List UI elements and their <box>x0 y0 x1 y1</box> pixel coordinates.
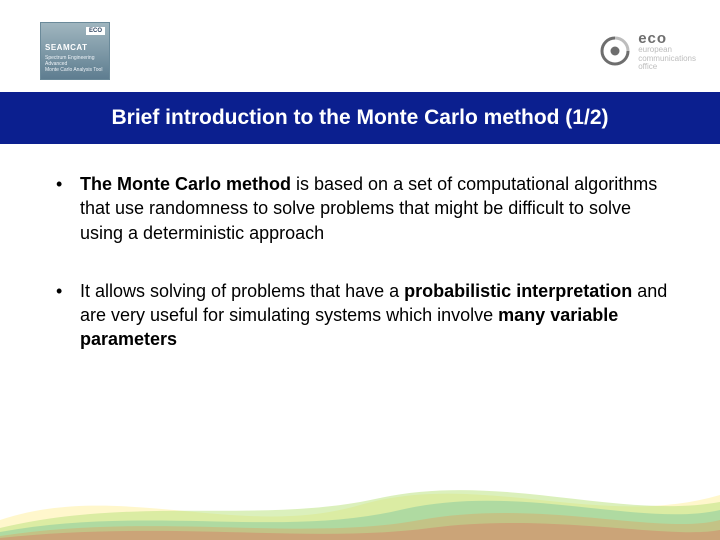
seamcat-logo-box: ECO SEAMCAT Spectrum Engineering Advance… <box>40 22 110 80</box>
eco-logo-icon <box>598 34 632 68</box>
seamcat-sub: Spectrum Engineering Advanced Monte Carl… <box>45 55 105 73</box>
eco-logo: eco european communications office <box>598 31 696 72</box>
eco-line3: office <box>638 63 696 71</box>
eco-logo-text: eco european communications office <box>638 31 696 72</box>
seamcat-brand: SEAMCAT <box>45 43 105 52</box>
seamcat-logo: ECO SEAMCAT Spectrum Engineering Advance… <box>40 22 110 80</box>
bullet-2: It allows solving of problems that have … <box>56 279 672 352</box>
bullet-2-bold1: probabilistic interpretation <box>404 281 632 301</box>
seamcat-sub3: Monte Carlo Analysis Tool <box>45 67 102 73</box>
slide: ECO SEAMCAT Spectrum Engineering Advance… <box>0 0 720 540</box>
eco-mark-text: eco <box>638 31 696 47</box>
footer-wave-art <box>0 450 720 540</box>
title-bar: Brief introduction to the Monte Carlo me… <box>0 92 720 144</box>
bullet-1: The Monte Carlo method is based on a set… <box>56 172 672 245</box>
header: ECO SEAMCAT Spectrum Engineering Advance… <box>0 0 720 92</box>
content: The Monte Carlo method is based on a set… <box>0 144 720 352</box>
bullet-2-pre: It allows solving of problems that have … <box>80 281 404 301</box>
bullet-1-bold: The Monte Carlo method <box>80 174 291 194</box>
slide-title: Brief introduction to the Monte Carlo me… <box>24 106 696 130</box>
bullet-list: The Monte Carlo method is based on a set… <box>56 172 672 352</box>
seamcat-tag: ECO <box>86 27 105 35</box>
